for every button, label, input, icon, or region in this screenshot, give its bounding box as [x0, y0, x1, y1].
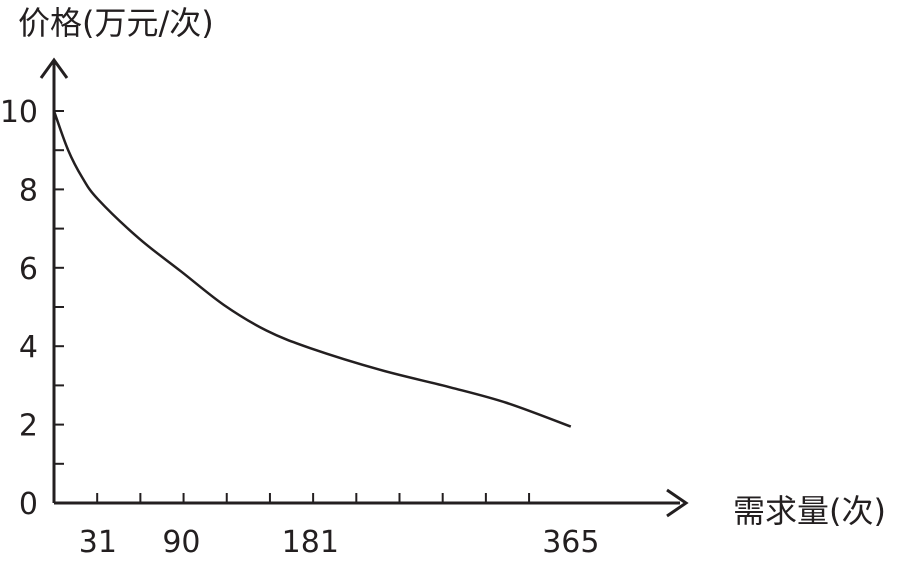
- y-tick-label-6: 6: [19, 252, 38, 287]
- y-tick-label-2: 2: [19, 409, 38, 444]
- y-tick-label-10: 10: [0, 95, 38, 130]
- x-tick-label-181: 181: [282, 525, 339, 560]
- x-tick-label-90: 90: [162, 525, 200, 560]
- y-axis-arrow: [39, 57, 69, 79]
- y-tick-label-4: 4: [19, 330, 38, 365]
- x-axis-title: 需求量(次): [733, 492, 886, 530]
- y-tick-label-0: 0: [19, 487, 38, 522]
- x-axis-tick-labels: 31 90 181 365: [79, 525, 600, 560]
- x-tick-label-365: 365: [542, 525, 599, 560]
- x-axis-ticks: [96, 493, 531, 503]
- demand-curve: [52, 110, 572, 428]
- x-tick-label-31: 31: [79, 525, 117, 560]
- y-tick-label-8: 8: [19, 173, 38, 208]
- x-axis-arrow: [666, 488, 689, 518]
- y-axis-tick-labels: 0 2 4 6 8 10: [0, 95, 38, 522]
- y-axis-title: 价格(万元/次): [18, 4, 214, 42]
- y-axis-ticks: [54, 110, 64, 465]
